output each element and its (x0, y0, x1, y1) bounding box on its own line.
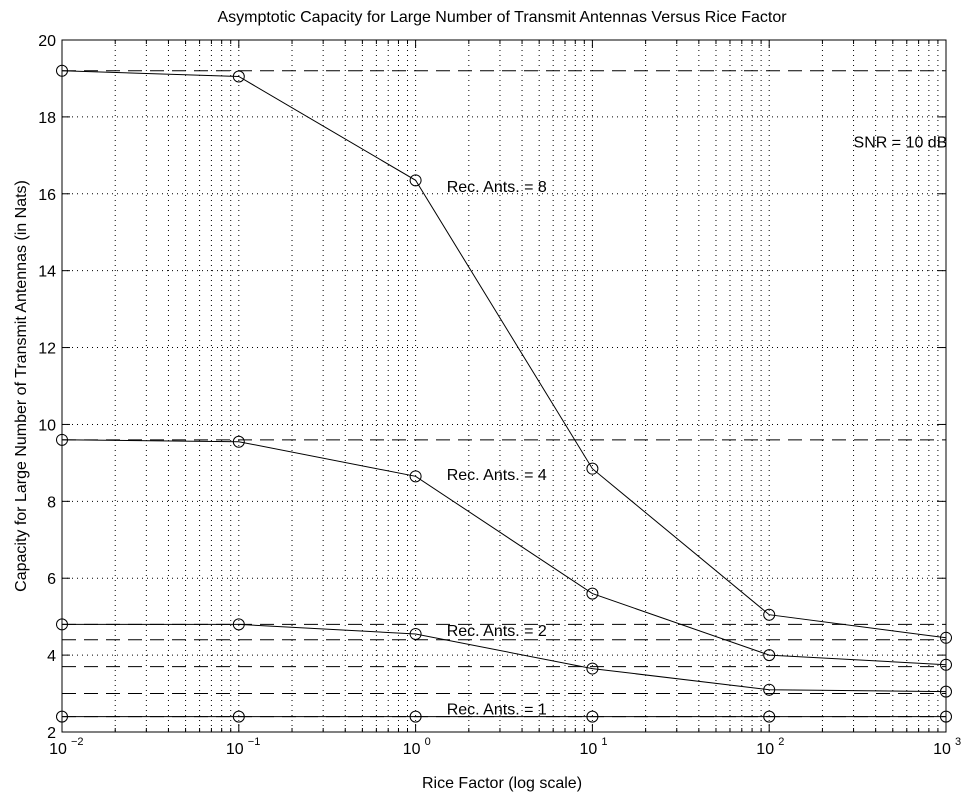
x-tick-exponent: 3 (955, 736, 961, 748)
data-point-marker (763, 608, 776, 621)
y-tick-label: 18 (38, 110, 56, 127)
y-tick-label: 10 (38, 417, 56, 434)
y-tick-label: 16 (38, 187, 56, 204)
data-point-marker (409, 627, 422, 640)
series-line (61, 439, 947, 666)
data-point-marker (763, 710, 776, 723)
data-point-marker (232, 70, 245, 83)
x-tick-label: 10 (49, 741, 67, 758)
data-point-marker (586, 587, 599, 600)
x-tick-label: 10 (933, 741, 951, 758)
data-point-marker (409, 710, 422, 723)
x-tick-label: 10 (403, 741, 421, 758)
data-point-marker (586, 662, 599, 675)
annotation-label: Rec. Ants. = 2 (447, 623, 547, 640)
plot-frame (61, 39, 947, 733)
annotation-label: Rec. Ants. = 1 (447, 702, 547, 719)
x-tick-exponent: −1 (248, 736, 261, 748)
y-tick-label: 12 (38, 341, 56, 358)
series-line (62, 623, 947, 693)
y-tick-label: 8 (47, 494, 56, 511)
data-point-marker (763, 683, 776, 696)
reference-lines (62, 70, 946, 718)
data-point-marker (232, 435, 245, 448)
x-tick-label: 10 (580, 741, 598, 758)
x-tick-label: 10 (226, 741, 244, 758)
annotation-label: SNR = 10 dB (854, 135, 948, 152)
y-tick-label: 4 (47, 648, 56, 665)
y-tick-label: 14 (38, 264, 56, 281)
annotation-label: Rec. Ants. = 8 (447, 179, 547, 196)
annotation-label: Rec. Ants. = 4 (447, 467, 547, 484)
x-tick-exponent: −2 (71, 736, 84, 748)
chart-title: Asymptotic Capacity for Large Number of … (217, 9, 787, 26)
series-line (61, 70, 947, 639)
data-point-marker (586, 462, 599, 475)
grid (62, 40, 946, 732)
y-axis-label: Capacity for Large Number of Transmit An… (13, 180, 30, 592)
x-tick-label: 10 (756, 741, 774, 758)
data-point-marker (763, 649, 776, 662)
series-lines (61, 70, 947, 718)
data-point-marker (232, 710, 245, 723)
data-point-marker (586, 710, 599, 723)
y-tick-label: 20 (38, 33, 56, 50)
x-tick-exponent: 0 (425, 736, 431, 748)
x-tick-exponent: 1 (601, 736, 607, 748)
y-tick-label: 2 (47, 725, 56, 742)
data-point-marker (409, 470, 422, 483)
x-tick-exponent: 2 (778, 736, 784, 748)
data-point-marker (232, 618, 245, 631)
y-tick-label: 6 (47, 571, 56, 588)
data-point-marker (409, 174, 422, 187)
x-axis-label: Rice Factor (log scale) (422, 775, 582, 792)
annotations: SNR = 10 dB Rec. Ants. = 8 Rec. Ants. = 4 R… (447, 135, 948, 719)
